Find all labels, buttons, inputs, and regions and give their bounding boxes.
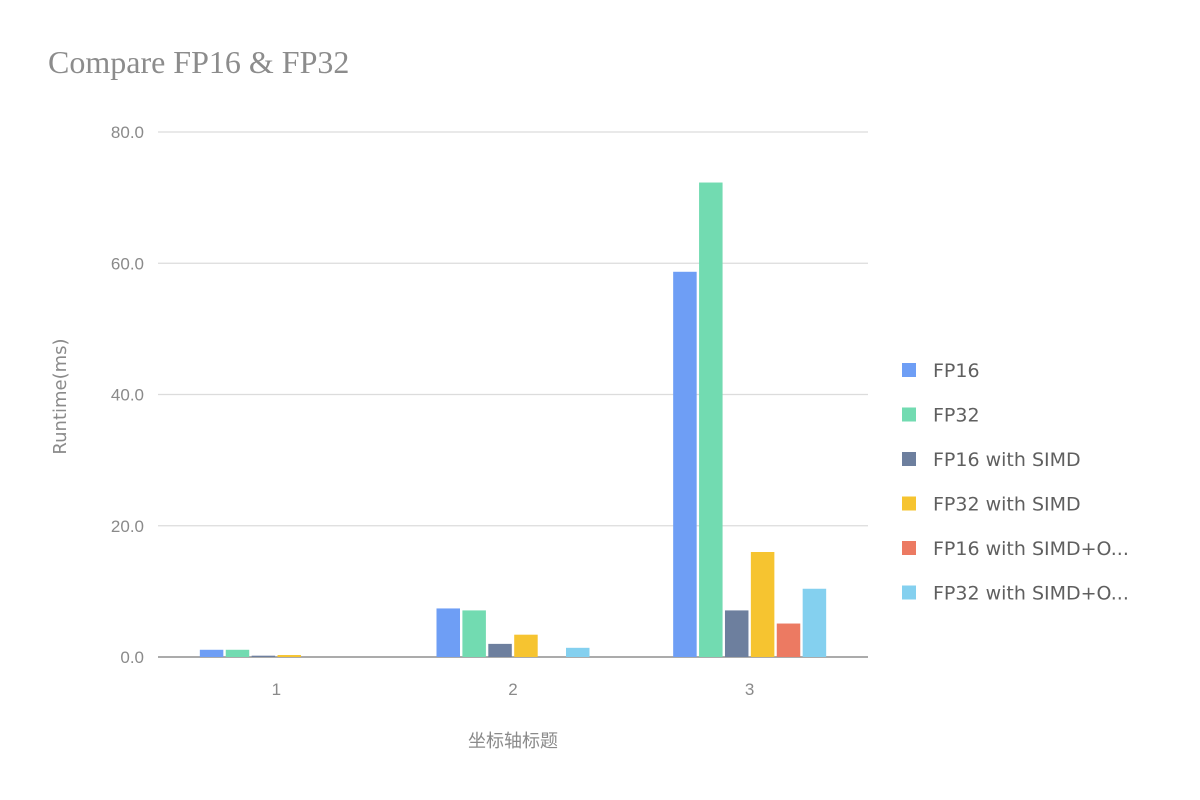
legend-label[interactable]: FP32 with SIMD+O... <box>933 583 1129 605</box>
bar[interactable] <box>776 623 801 657</box>
legend-swatch[interactable] <box>902 452 916 466</box>
legend-label[interactable]: FP32 <box>933 405 980 427</box>
x-axis-title: 坐标轴标题 <box>468 731 558 752</box>
bar[interactable] <box>566 647 590 657</box>
x-tick-label: 3 <box>745 680 754 699</box>
y-tick-label: 0.0 <box>120 648 144 667</box>
legend-label[interactable]: FP16 with SIMD <box>933 449 1081 471</box>
bar[interactable] <box>802 588 827 657</box>
bar[interactable] <box>673 271 697 657</box>
bar[interactable] <box>699 182 723 657</box>
legend-swatch[interactable] <box>902 496 916 511</box>
x-tick-label: 1 <box>272 680 281 699</box>
bar[interactable] <box>277 655 302 657</box>
x-tick-label: 2 <box>508 680 517 699</box>
legend-swatch[interactable] <box>902 585 916 600</box>
y-tick-label: 80.0 <box>111 123 144 142</box>
y-tick-label: 20.0 <box>111 517 144 536</box>
legend-label[interactable]: FP32 with SIMD <box>933 494 1081 516</box>
legend-swatch[interactable] <box>902 407 916 422</box>
y-tick-label: 60.0 <box>111 254 144 273</box>
bar[interactable] <box>251 655 276 657</box>
legend-label[interactable]: FP16 <box>933 360 980 382</box>
bar[interactable] <box>488 643 512 657</box>
bar[interactable] <box>750 552 775 657</box>
y-axis-title: Runtime(ms) <box>50 338 71 454</box>
bar[interactable] <box>225 649 250 657</box>
bar[interactable] <box>724 610 749 657</box>
bar[interactable] <box>462 610 486 657</box>
legend-label[interactable]: FP16 with SIMD+O... <box>933 538 1129 560</box>
y-tick-label: 40.0 <box>111 386 144 405</box>
bar[interactable] <box>199 649 224 657</box>
bar[interactable] <box>514 634 538 657</box>
legend-swatch[interactable] <box>902 363 916 377</box>
legend-swatch[interactable] <box>902 541 916 555</box>
bar[interactable] <box>436 608 461 657</box>
chart-title: Compare FP16 & FP32 <box>48 44 350 80</box>
